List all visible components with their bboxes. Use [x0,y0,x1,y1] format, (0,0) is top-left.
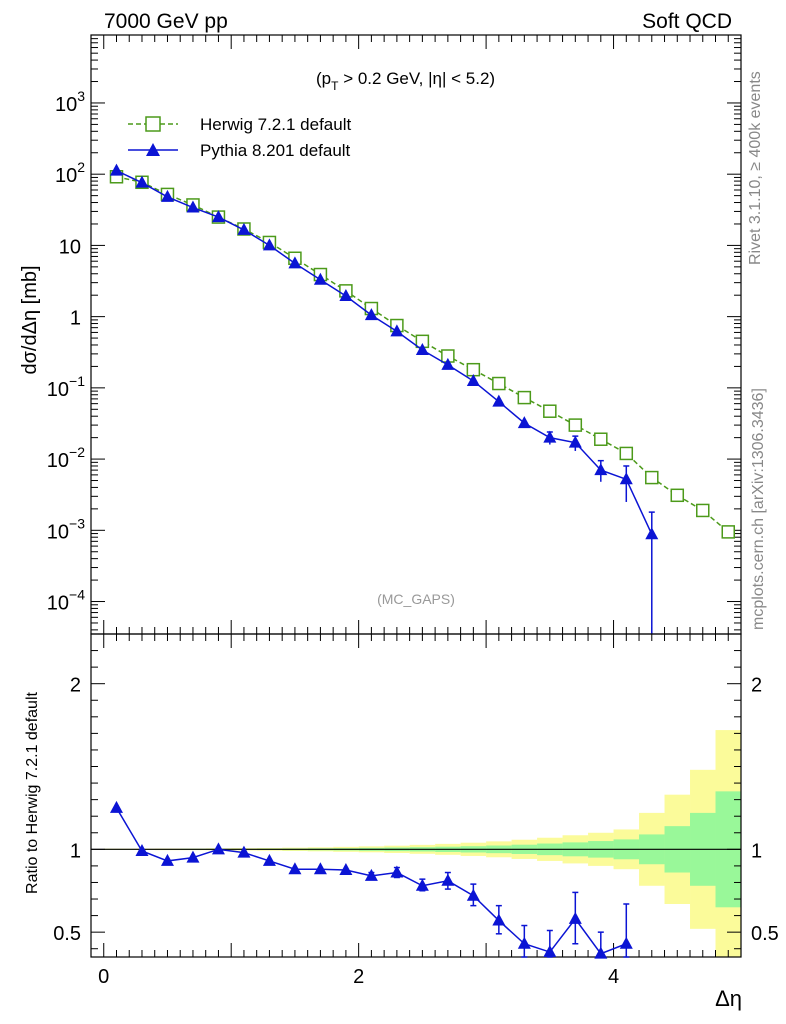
ratio-frame [90,633,742,958]
y-tick-label: 2 [70,675,81,697]
ratio-axis-ticks [90,633,742,957]
data-point [645,470,659,485]
ratio-point [288,862,302,875]
data-point [237,222,251,235]
ratio-point [364,868,378,881]
data-point [262,238,276,251]
y-tick-label-right: 0.5 [751,923,779,945]
data-point [135,175,149,188]
data-point [492,376,506,391]
series-line-1 [116,170,653,535]
legend-pythia-label: Pythia 8.201 default [200,141,351,160]
ratio-point [594,946,608,959]
process-label: Soft QCD [642,10,732,33]
x-tick-labels: 0 2 4 [98,966,619,988]
ratio-point [441,873,455,886]
ratio-point [568,911,582,924]
ratio-point [160,853,174,866]
y-tick-label: 10−4 [47,587,85,615]
data-point [160,189,174,202]
data-point [619,446,634,461]
data-point [109,163,123,176]
legend-herwig-label: Herwig 7.2.1 default [200,115,351,134]
mcplots-label: mcplots.cern.ch [arXiv:1306.3436] [750,388,767,630]
y-tick-label-right: 2 [751,675,762,697]
ratio-y-axis-label: Ratio to Herwig 7.2.1 default [24,692,41,894]
data-point [645,527,659,540]
ratio-plot-area [90,633,742,958]
main-y-axis-label: dσ/dΔη [mb] [19,265,41,374]
data-point [390,324,404,337]
x-tick-label: 2 [353,966,364,988]
data-point [517,416,531,429]
data-point [364,308,378,321]
data-point [466,373,480,386]
main-series-layer [109,163,736,634]
data-point [543,430,557,443]
rivet-label: Rivet 3.1.10, ≥ 400k events [747,71,764,265]
x-axis-label: Δη [715,986,742,1011]
analysis-tag: (MC_GAPS) [377,591,455,607]
y-tick-label: 102 [55,159,85,187]
ratio-point [135,843,149,856]
main-axis-ticks [90,34,742,634]
ratio-point [211,842,225,855]
data-point [670,488,685,503]
data-point [313,272,327,285]
ratio-y-tick-labels: 0.5 0.5 1 1 2 2 [53,675,779,945]
data-point [568,418,583,432]
data-point [594,432,608,446]
data-point [594,463,608,476]
data-point [288,256,302,269]
ratio-point [237,845,251,858]
data-point [721,525,736,539]
data-point [543,404,557,418]
data-point [339,288,353,301]
collision-label: 7000 GeV pp [104,10,228,33]
ratio-point [262,853,276,866]
data-point [619,472,633,485]
x-tick-label: 4 [608,966,619,988]
y-tick-label: 10−2 [47,444,85,472]
data-point [415,343,429,356]
data-point [441,357,455,370]
y-tick-label: 1 [70,308,81,330]
ratio-point [390,865,404,878]
y-tick-label-right: 1 [751,840,762,862]
y-tick-label: 10−1 [47,373,85,401]
data-point [211,210,225,223]
main-y-tick-labels: 10−4 10−3 10−2 10−1 1 10 102 103 [47,88,85,615]
data-point [568,435,582,448]
legend-pythia-marker [146,143,160,156]
y-tick-label: 0.5 [53,923,81,945]
data-point [492,394,506,407]
y-tick-label: 10−3 [47,515,85,543]
ratio-point [619,936,633,949]
ratio-point [543,945,557,958]
main-plot-area [90,34,742,635]
data-point [466,362,481,377]
y-tick-label: 1 [70,840,81,862]
ratio-point [492,913,506,926]
ratio-point [313,862,327,875]
ratio-series-layer [109,800,633,959]
y-tick-label: 10 [59,236,81,258]
data-point [186,200,200,213]
ratio-uncertainty-bands [103,730,741,957]
x-tick-label: 0 [98,966,109,988]
y-tick-label: 103 [55,88,85,116]
ratio-point [415,878,429,891]
ratio-point [466,888,480,901]
legend-herwig-marker [145,116,161,132]
legend: Herwig 7.2.1 default Pythia 8.201 defaul… [128,115,351,160]
ratio-point [517,936,531,949]
ratio-point [339,863,353,876]
ratio-point [109,800,123,813]
cut-label: (pT > 0.2 GeV, |η| < 5.2) [316,69,495,93]
data-point [517,390,532,405]
main-frame [90,34,742,635]
data-point [696,503,710,518]
ratio-point [186,850,200,863]
